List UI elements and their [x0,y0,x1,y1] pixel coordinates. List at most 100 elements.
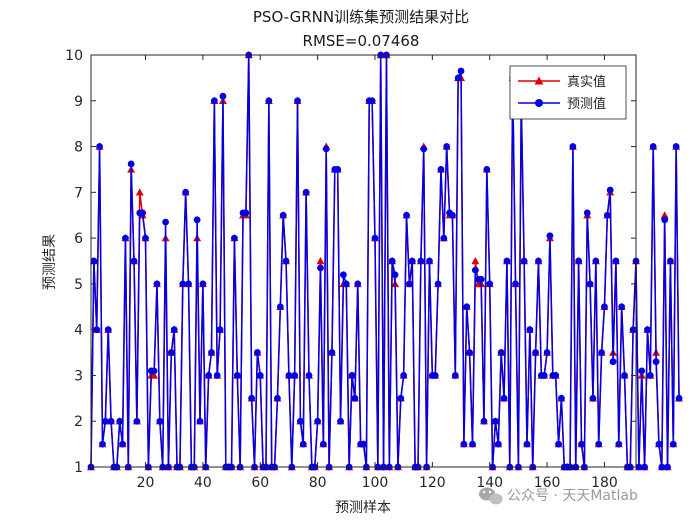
data-point-pred [233,372,241,379]
data-point-pred [480,417,488,425]
data-point-pred [589,394,597,402]
data-point-true [660,211,669,219]
legend-triangle-marker [534,76,544,85]
data-point-pred [667,257,674,265]
x-axis: 20 40 60 80 100 120 140 160 180 [137,55,618,491]
y-tick-label: 7 [74,185,83,201]
x-tick-label: 60 [251,475,269,491]
x-tick-label: 20 [137,475,155,491]
data-point-pred [578,440,585,448]
data-point-pred [431,372,439,379]
data-point-pred [119,440,126,448]
data-point-pred [575,257,583,265]
data-point-pred [486,280,494,288]
data-point-pred [139,209,147,217]
x-tick-label: 120 [419,475,446,491]
legend-label-pred: 预测值 [567,96,606,112]
data-point-pred [213,372,221,379]
data-point-pred [675,394,683,402]
data-point-pred [492,417,499,425]
data-point-pred [426,257,433,265]
watermark-text: 公众号 · 天天Matlab [507,488,638,504]
data-point-pred [526,326,534,334]
series-pred [87,51,683,471]
data-point-pred [274,394,281,402]
data-point-pred [397,394,405,402]
data-point-pred [216,326,224,334]
data-point-pred [655,440,663,448]
data-point-pred [592,257,600,265]
x-tick-label: 100 [362,475,389,491]
wechat-icon [479,487,503,505]
data-point-pred [417,257,425,265]
x-tick-label: 40 [194,475,212,491]
data-point-pred [512,280,519,288]
data-point-pred [322,145,330,153]
data-point-pred [621,372,628,379]
data-point-true [471,257,480,265]
data-point-pred [669,440,677,448]
data-point-pred [107,417,115,425]
data-point-pred [477,275,485,283]
data-point-pred [540,372,548,379]
data-point-pred [391,271,399,279]
data-point-pred [641,463,649,471]
data-point-pred [282,257,290,265]
data-point-pred [99,440,106,448]
data-point-pred [437,166,445,173]
data-point-true [316,257,325,265]
data-point-pred [471,266,479,274]
data-point-pred [606,186,614,194]
y-tick-label: 8 [74,140,83,156]
data-point-pred [279,211,287,219]
data-point-pred [208,349,215,356]
data-point-pred [535,257,542,265]
y-tick-label: 6 [74,231,83,247]
data-point-pred [328,349,336,356]
data-point-pred [440,234,448,242]
data-point-pred [451,372,459,379]
data-point-pred [116,417,124,425]
data-point-pred [90,257,98,265]
data-point-pred [348,372,356,379]
data-point-pred [130,257,138,265]
data-point-pred [466,349,474,356]
chart-subtitle: RMSE=0.07468 [303,32,420,50]
data-point-pred [265,97,273,105]
y-tick-label: 10 [65,48,83,64]
chart-title: PSO-GRNN训练集预测结果对比 [253,8,469,26]
data-point-pred [104,326,112,334]
data-point-pred [153,280,161,288]
data-point-pred [334,166,342,173]
data-point-pred [291,372,299,379]
data-point-pred [167,349,175,356]
y-tick-label: 4 [74,323,83,339]
data-point-pred [296,417,304,425]
data-point-pred [664,463,671,471]
data-point-pred [658,463,666,471]
data-point-pred [405,280,413,288]
data-point-pred [371,234,379,242]
data-point-pred [162,218,169,226]
data-point-pred [368,97,376,105]
data-point-pred [317,264,324,272]
data-point-pred [609,358,617,366]
series-line-pred [90,54,680,468]
data-point-pred [285,372,293,379]
data-point-pred [302,188,310,196]
legend-box [509,65,627,120]
data-point-pred [583,209,591,217]
data-point-pred [558,394,565,402]
y-axis-label: 预测结果 [42,234,58,290]
data-point-pred [354,280,362,288]
data-point-pred [615,440,623,448]
x-tick-label: 80 [309,475,327,491]
data-point-pred [661,216,669,224]
data-point-pred [360,440,367,448]
data-point-pred [403,211,410,219]
data-point-pred [635,463,643,471]
data-point-pred [299,440,307,448]
data-point-pred [483,166,491,173]
data-point-pred [408,257,416,265]
